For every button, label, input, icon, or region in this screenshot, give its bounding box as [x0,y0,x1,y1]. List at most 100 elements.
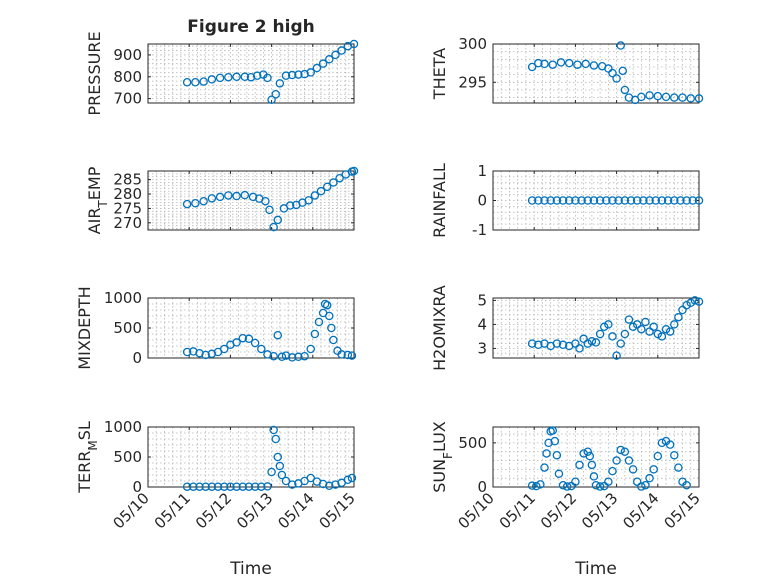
y-axis-label: AIRTEMP [85,166,110,234]
y-tick-label: 5 [477,291,487,309]
subplot-mixdepth: 0 500 1000 MIXDEPTH [75,286,357,370]
subplot-theta: 295 300 THETA [430,35,704,105]
data-point [294,70,303,79]
data-point [649,465,658,474]
data-point [632,477,642,486]
data-series [182,425,357,491]
data-point [536,480,545,489]
y-tick-label: 275 [113,199,142,217]
data-point [657,196,667,205]
subplot-pressure: 700 800 900 PRESSURE Figure 2 high [85,17,359,116]
data-point [620,196,630,205]
data-point [678,93,687,102]
data-point [275,461,285,471]
data-point [661,324,671,334]
data-point [287,70,297,80]
data-point [558,340,568,350]
data-point [240,72,250,82]
y-axis-label: MIXDEPTH [75,286,94,369]
data-point [686,94,696,103]
y-tick-label: 1000 [104,418,142,436]
data-point [670,196,679,205]
data-point [665,327,675,336]
data-point [238,482,248,491]
data-point [587,336,597,346]
data-point [564,58,574,68]
data-point [281,71,291,80]
data-point [548,60,557,69]
data-point [534,340,543,350]
x-axis-label: Time [229,559,272,579]
data-point [583,447,593,456]
data-point [314,317,324,327]
data-point [550,436,560,446]
y-tick-label: 1000 [104,289,142,307]
data-point [257,344,266,354]
data-point [589,472,599,481]
data-point [277,352,287,362]
data-point [558,196,568,205]
data-point [575,460,584,470]
data-point [653,91,663,101]
data-point [300,351,309,361]
data-point [207,75,217,84]
data-point [645,196,654,205]
data-point [287,480,297,489]
data-point [589,61,599,70]
data-point [608,68,617,78]
data-series [182,166,359,232]
data-point [653,451,663,461]
data-point [201,482,210,491]
data-point [632,196,642,205]
axes-frame [492,297,700,359]
data-point [540,463,549,472]
data-point [335,173,344,183]
data-point [624,315,634,324]
y-tick-label: 295 [458,73,487,91]
data-point [577,196,586,205]
data-point [604,477,613,486]
data-point [267,467,276,477]
data-point [316,186,326,196]
data-point [694,196,704,205]
data-point [213,482,223,491]
data-point [573,60,582,69]
data-point [219,344,229,354]
data-point [645,473,654,483]
data-point [564,196,574,205]
y-tick-label: 0 [477,192,487,210]
y-tick-label: 4 [477,315,487,333]
data-point [337,46,346,55]
data-point [651,196,660,205]
y-tick-label: 0 [132,478,142,496]
data-series [527,426,691,491]
data-point [219,482,229,491]
data-point [674,463,683,472]
data-point [306,473,315,483]
data-point [195,482,204,491]
data-point [306,68,315,77]
data-point [527,196,537,205]
data-point [571,339,580,348]
data-point [532,481,541,491]
data-point [273,215,283,225]
y-tick-label: 800 [113,68,142,86]
data-point [199,196,208,206]
data-point [546,196,555,205]
data-point [263,73,272,83]
data-point [267,95,276,104]
data-point [343,350,353,360]
data-point [325,55,334,64]
data-point [571,196,580,205]
data-point [591,480,601,490]
data-point [612,351,621,360]
data-point [207,194,217,203]
data-point [587,460,597,470]
data-point [246,72,256,82]
data-point [661,92,671,102]
data-point [595,196,605,205]
y-tick-label: 3 [477,339,487,357]
data-point [281,476,291,486]
data-point [637,324,646,334]
data-point [224,72,233,82]
